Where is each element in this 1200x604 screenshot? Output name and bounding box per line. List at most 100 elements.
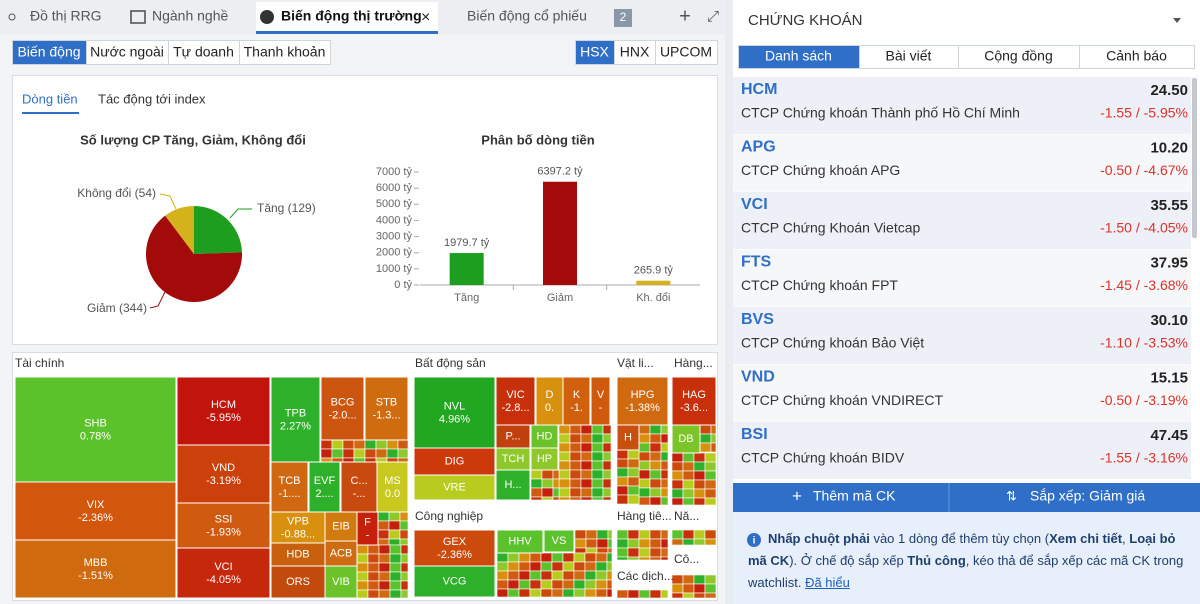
treemap-filler: [552, 487, 560, 498]
treemap-cell[interactable]: [270, 461, 309, 513]
treemap-cell[interactable]: [671, 376, 717, 426]
treemap-cell[interactable]: [616, 424, 640, 451]
row-price: 15.15: [1150, 369, 1188, 386]
treemap-filler: [507, 588, 520, 598]
treemap-cell[interactable]: [376, 461, 409, 513]
subtab[interactable]: Tác động tới index: [98, 91, 206, 106]
button[interactable]: [86, 40, 169, 65]
treemap-cell[interactable]: [356, 511, 379, 546]
button-label[interactable]: Thanh khoản: [244, 44, 326, 60]
dropdown[interactable]: [1173, 18, 1181, 23]
button-label[interactable]: Biến động: [17, 44, 80, 60]
watchlist-tab-label[interactable]: Bài viết: [886, 48, 932, 64]
treemap-cell[interactable]: [176, 444, 271, 504]
treemap-cell[interactable]: [413, 529, 496, 567]
button[interactable]: [655, 40, 718, 65]
row-price: 24.50: [1150, 82, 1188, 99]
treemap-cell[interactable]: [340, 461, 378, 513]
pie-label: Không đổi (54): [77, 186, 156, 200]
watchlist-tab-label[interactable]: Cộng đồng: [984, 48, 1053, 64]
got-it-link[interactable]: Đã hiểu: [805, 575, 850, 590]
row-ticker: APG: [741, 139, 776, 156]
treemap-cell[interactable]: [413, 474, 496, 501]
button-label[interactable]: Tự doanh: [173, 44, 234, 60]
treemap-cell[interactable]: [590, 376, 611, 426]
add-icon[interactable]: +: [792, 486, 802, 505]
treemap-cell[interactable]: [14, 481, 177, 541]
button[interactable]: [168, 40, 240, 65]
treemap-filler: [507, 570, 520, 581]
tab[interactable]: Biến động thị trường: [281, 8, 422, 24]
watchlist-row[interactable]: [733, 307, 1191, 364]
button-label[interactable]: Nước ngoài: [90, 44, 164, 60]
button-label[interactable]: UPCOM: [660, 44, 712, 60]
button[interactable]: [575, 40, 615, 65]
treemap-cell[interactable]: [176, 502, 271, 549]
expand[interactable]: ⤢: [707, 8, 720, 25]
exchange-group: HSX HNX UPCOM: [575, 40, 718, 65]
sort-button[interactable]: Sắp xếp: Giảm giá: [1030, 488, 1145, 504]
treemap-filler: [331, 457, 344, 463]
treemap-cell[interactable]: [671, 424, 701, 454]
watchlist-tab-label[interactable]: Danh sách: [765, 48, 832, 64]
treemap-cell[interactable]: [176, 376, 271, 446]
watchlist-tab[interactable]: [1079, 45, 1195, 69]
watchlist-row[interactable]: [733, 77, 1191, 134]
subtab[interactable]: Dòng tiền: [22, 91, 78, 106]
treemap-cell[interactable]: [270, 376, 321, 463]
treemap-filler: [638, 496, 651, 506]
treemap-cell[interactable]: [324, 565, 358, 599]
close-tab[interactable]: ×: [421, 9, 430, 26]
button-label[interactable]: HNX: [620, 44, 650, 60]
treemap-filler: [529, 561, 542, 572]
treemap-cell[interactable]: [496, 529, 544, 554]
sector-label: Tài chính: [15, 356, 64, 370]
treemap-filler: [389, 562, 402, 573]
treemap-cell[interactable]: [270, 511, 326, 544]
active-tab-bg: [256, 2, 438, 34]
treemap-cell[interactable]: [413, 376, 496, 449]
button-label[interactable]: HSX: [580, 44, 609, 60]
treemap-filler: [591, 460, 604, 471]
button[interactable]: [614, 40, 656, 65]
pie-label: Tăng (129): [257, 201, 316, 215]
button[interactable]: [12, 40, 87, 65]
add-button[interactable]: Thêm mã CK: [813, 488, 896, 504]
treemap-filler: [573, 552, 586, 563]
treemap-cell[interactable]: [562, 376, 591, 426]
row-name: CTCP Chứng khoán BIDV: [741, 450, 905, 466]
treemap-filler: [693, 479, 706, 490]
icon: [8, 13, 16, 21]
treemap-cell[interactable]: [616, 376, 669, 426]
watchlist-tab-label[interactable]: Cảnh báo: [1106, 48, 1167, 64]
watchlist-row[interactable]: [733, 364, 1191, 422]
treemap-cell[interactable]: [543, 529, 575, 553]
cell-change: -1.3...: [372, 409, 400, 421]
treemap-cell[interactable]: [364, 376, 409, 441]
info-i: i: [753, 536, 756, 547]
treemap-cell[interactable]: [14, 376, 177, 483]
button[interactable]: [239, 40, 331, 65]
treemap-cell[interactable]: [324, 511, 358, 542]
treemap-cell[interactable]: [495, 469, 531, 501]
tab[interactable]: Đồ thị RRG: [30, 8, 102, 24]
treemap-filler: [682, 470, 695, 481]
add-tab[interactable]: +: [679, 5, 691, 27]
treemap-filler: [616, 494, 629, 505]
tab[interactable]: Biến động cổ phiếu: [467, 8, 587, 24]
note-text: , kéo thả để sắp xếp các mã CK trong wat…: [748, 553, 1184, 590]
treemap-cell[interactable]: [530, 447, 559, 471]
treemap-cell[interactable]: [495, 376, 536, 426]
treemap-cell[interactable]: [176, 547, 271, 599]
treemap-cell[interactable]: [308, 461, 341, 513]
treemap-cell[interactable]: [413, 565, 496, 598]
treemap-cell[interactable]: [14, 539, 177, 599]
watchlist-row[interactable]: [733, 249, 1191, 307]
treemap-cell[interactable]: [320, 376, 365, 441]
watchlist-row[interactable]: [733, 134, 1191, 192]
sort-icon[interactable]: ⇅: [1006, 488, 1017, 503]
tab[interactable]: Ngành nghề: [152, 8, 229, 24]
treemap-filler: [558, 460, 571, 471]
watchlist-row[interactable]: [733, 422, 1191, 479]
watchlist-row[interactable]: [733, 192, 1191, 249]
